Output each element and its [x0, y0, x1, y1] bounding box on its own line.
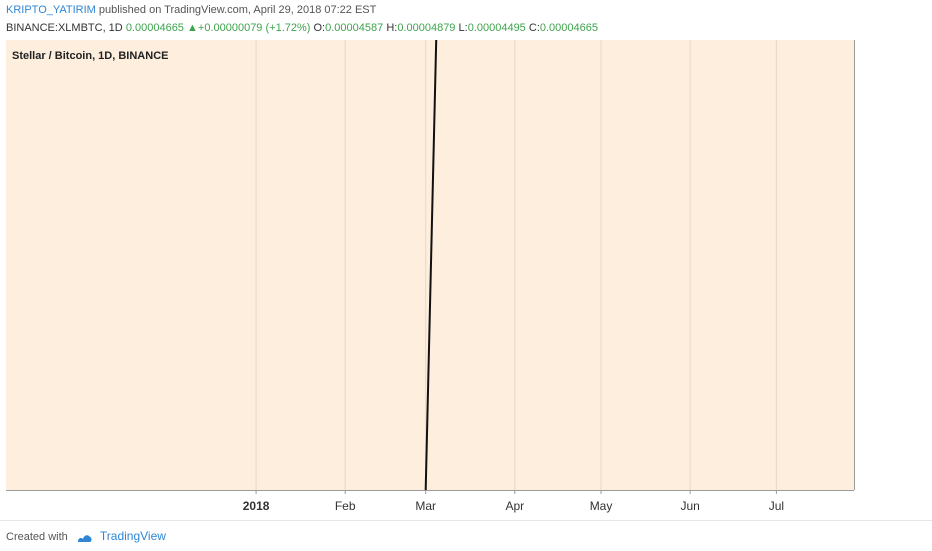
tradingview-logo-icon	[77, 534, 92, 542]
time-axis[interactable]	[6, 490, 854, 520]
close-label: C:	[528, 22, 540, 34]
chart-title: Stellar / Bitcoin, 1D, BINANCE	[12, 50, 168, 62]
change-value: +0.00000079 (+1.72%)	[197, 22, 311, 34]
tradingview-brand-link[interactable]: TradingView	[99, 529, 166, 543]
x-tick-label: Apr	[505, 499, 524, 513]
open-label: O:	[313, 22, 326, 34]
high-label: H:	[386, 22, 398, 34]
symbol-label: BINANCE:XLMBTC, 1D	[6, 22, 123, 34]
low-value: 0.00004495	[467, 22, 526, 34]
open-value: 0.00004587	[325, 22, 384, 34]
author-link[interactable]: KRIPTO_YATIRIM	[6, 4, 96, 16]
created-with-text: Created with	[6, 531, 68, 543]
ohlc-line: BINANCE:XLMBTC, 1D 0.00004665 ▲+0.000000…	[6, 22, 598, 34]
chart-area[interactable]: 0.000010000.000020000.000030000.00004000…	[0, 0, 932, 520]
published-text: published on TradingView.com, April 29, …	[98, 4, 377, 16]
grid-lines	[255, 40, 777, 490]
x-tick-label: Feb	[335, 499, 356, 513]
time-axis-ticks: 2018 Feb Mar Apr May Jun Jul	[243, 490, 784, 513]
x-tick-label: Mar	[415, 499, 436, 513]
last-price: 0.00004665	[125, 22, 184, 34]
price-axis[interactable]	[854, 40, 932, 490]
created-with: Created with TradingView	[6, 529, 166, 543]
up-triangle-icon: ▲	[187, 22, 198, 34]
x-tick-label: 2018	[243, 499, 270, 513]
close-value: 0.00004665	[539, 22, 598, 34]
price-chart[interactable]: 0.000010000.000020000.000030000.00004000…	[0, 0, 932, 520]
x-tick-label: May	[590, 499, 613, 513]
x-tick-label: Jul	[769, 499, 784, 513]
publisher-line: KRIPTO_YATIRIM published on TradingView.…	[6, 4, 376, 16]
footer: Created with TradingView	[0, 520, 932, 551]
low-label: L:	[458, 22, 468, 34]
header: KRIPTO_YATIRIM published on TradingView.…	[0, 0, 932, 40]
high-value: 0.00004879	[397, 22, 456, 34]
x-tick-label: Jun	[680, 499, 699, 513]
